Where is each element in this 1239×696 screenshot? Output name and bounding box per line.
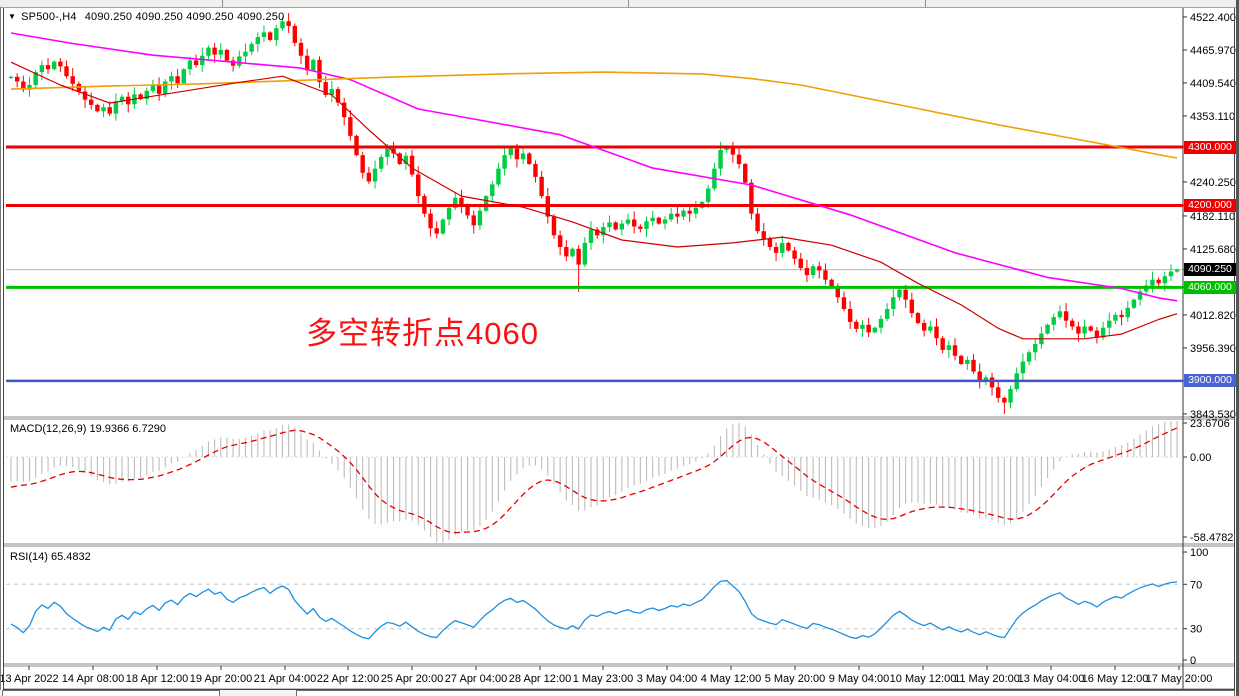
time-axis-label: 5 May 20:00 [765, 673, 826, 685]
time-axis-label: 13 May 04:00 [1018, 673, 1085, 685]
rsi-indicator-label: RSI(14) 65.4832 [10, 551, 91, 563]
time-axis-label: 19 Apr 20:00 [190, 673, 252, 685]
statusbar-cell [2, 690, 220, 696]
price-axis-label: 4240.250 [1190, 177, 1236, 189]
price-axis-label: 3843.530 [1190, 409, 1236, 421]
ma-slow-orange [10, 71, 1178, 159]
price-axis-label: 4465.970 [1190, 45, 1236, 57]
price-axis-label: 4125.680 [1190, 244, 1236, 256]
ohlc-quotes-label: 4090.250 4090.250 4090.250 4090.250 [84, 11, 285, 23]
price-axis: 4522.400 4465.970 4409.540 4353.110 4240.250… [1183, 12, 1236, 421]
time-axis-label: 13 Apr 2022 [0, 673, 59, 685]
time-axis-label: 9 May 04:00 [829, 673, 890, 685]
macd-layer: 23.6706 0.00 -58.4782 [6, 418, 1233, 544]
price-badge-4300: 4300.000 [1184, 140, 1236, 154]
time-axis-label: 3 May 04:00 [637, 673, 698, 685]
symbol-period-label: SP500-,H4 [21, 11, 77, 23]
time-axis-label: 28 Apr 12:00 [509, 673, 571, 685]
time-axis-label: 25 Apr 20:00 [381, 673, 443, 685]
time-axis-label: 10 May 12:00 [890, 673, 957, 685]
window-left-border [0, 7, 1, 690]
macd-axis-label: -58.4782 [1190, 532, 1233, 544]
rsi-axis-label: 100 [1190, 547, 1208, 559]
time-axis-label: 16 May 12:00 [1082, 673, 1149, 685]
macd-indicator-label: MACD(12,26,9) 19.9366 6.7290 [10, 423, 166, 435]
price-badge-4060: 4060.000 [1184, 280, 1236, 294]
toolbar-sliver [0, 0, 1239, 8]
rsi-axis-label: 70 [1190, 579, 1202, 591]
time-axis-label: 11 May 20:00 [954, 673, 1020, 685]
chevron-down-icon[interactable]: ▼ [8, 12, 17, 21]
time-axis-label: 17 May 20:00 [1146, 673, 1213, 685]
price-axis-label: 3956.390 [1190, 343, 1236, 355]
toolbar-separator [628, 0, 629, 7]
candles-layer [8, 13, 1180, 414]
panel-borders [4, 8, 1235, 690]
time-axis-label: 4 May 12:00 [701, 673, 762, 685]
price-axis-label: 4522.400 [1190, 12, 1236, 24]
ma-fast-magenta [10, 32, 1178, 302]
time-axis-label: 27 Apr 04:00 [445, 673, 507, 685]
time-axis-label: 18 Apr 12:00 [126, 673, 188, 685]
statusbar-sliver [0, 690, 1239, 696]
rsi-layer: 100 70 30 0 [6, 547, 1208, 667]
price-axis-label: 4012.820 [1190, 310, 1236, 322]
statusbar-cell [296, 690, 1235, 696]
rsi-line [10, 579, 1178, 640]
price-badge-4200: 4200.000 [1184, 198, 1236, 212]
horizontal-lines-layer[interactable] [6, 145, 1183, 383]
toolbar-separator [222, 0, 223, 7]
macd-signal-line [10, 427, 1178, 534]
time-axis-label: 1 May 23:00 [573, 673, 634, 685]
time-axis: 13 Apr 2022 14 Apr 08:00 18 Apr 12:00 19 Ap… [0, 666, 1212, 685]
price-axis-label: 4409.540 [1190, 78, 1236, 90]
macd-axis-label: 23.6706 [1190, 418, 1230, 430]
time-axis-label: 14 Apr 08:00 [62, 673, 124, 685]
time-axis-label: 21 Apr 04:00 [254, 673, 316, 685]
moving-averages-layer [10, 32, 1178, 340]
price-axis-label: 4353.110 [1190, 111, 1235, 123]
ma-mid-darkred [10, 61, 1178, 340]
chart-title-bar: ▼ SP500-,H4 4090.250 4090.250 4090.250 409… [8, 11, 284, 23]
price-axis-label: 4182.110 [1190, 211, 1235, 223]
text-annotation[interactable]: 多空转折点4060 [306, 316, 539, 351]
price-badge-current: 4090.250 [1184, 263, 1236, 277]
time-axis-label: 22 Apr 12:00 [317, 673, 379, 685]
toolbar-separator [925, 0, 926, 7]
rsi-axis-label: 30 [1190, 624, 1202, 636]
rsi-axis-label: 0 [1190, 655, 1196, 667]
window-right-border [1236, 0, 1239, 696]
macd-axis-label: 0.00 [1190, 452, 1211, 464]
price-badge-3900: 3900.000 [1184, 374, 1236, 388]
